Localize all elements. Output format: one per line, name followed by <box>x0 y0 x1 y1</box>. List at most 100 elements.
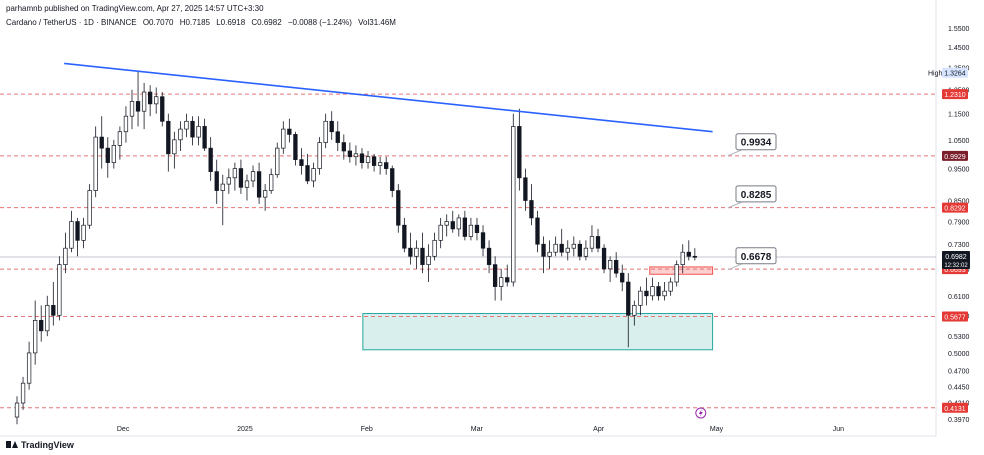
candle-body <box>456 217 461 230</box>
candle-body <box>529 200 534 219</box>
candle-body <box>547 251 552 257</box>
candle-body <box>275 147 280 176</box>
candle-body <box>81 224 86 241</box>
candle-body <box>559 243 564 253</box>
y-tick-label: 0.3970 <box>948 417 970 424</box>
callout-pointer <box>727 201 743 209</box>
level-tag-label: 0.4131 <box>944 406 966 413</box>
callout-label: 0.6678 <box>741 252 772 263</box>
level-tag-label: 0.5677 <box>944 314 966 321</box>
candle-body <box>256 171 262 198</box>
candle-body <box>686 251 691 257</box>
candle-body <box>63 247 68 265</box>
candle-body <box>14 402 20 418</box>
descending-trendline <box>64 62 713 133</box>
candle-body <box>371 156 377 166</box>
candle-body <box>214 171 219 191</box>
time-axis: Dec 2025 Feb Mar Apr May Jun <box>117 407 844 433</box>
candle-body <box>626 281 631 316</box>
callout-pointer <box>727 149 743 157</box>
candle-body <box>492 264 498 287</box>
candle-body <box>571 243 576 249</box>
candle-body <box>57 264 62 316</box>
candle-body <box>51 305 56 316</box>
candle-body <box>196 126 201 138</box>
candle-body <box>480 232 486 249</box>
x-tick-label: Feb <box>361 426 373 433</box>
callout-box <box>735 185 777 203</box>
candle-body <box>269 174 274 191</box>
candle-body <box>299 159 304 166</box>
high-marker-tag <box>942 67 968 78</box>
levels-layer <box>0 93 936 409</box>
candle-body <box>359 153 365 163</box>
candle-body <box>341 142 346 152</box>
candle-body <box>238 168 244 188</box>
tradingview-brand[interactable]: TradingView <box>6 440 74 450</box>
high-marker-value: 1.3264 <box>944 71 966 78</box>
volume-value: Vol31.46M <box>358 18 396 27</box>
candle-body <box>99 136 104 149</box>
candle-body <box>632 305 637 316</box>
gridlines <box>0 0 937 437</box>
candle-body <box>674 264 679 283</box>
high-marker-label: High <box>928 71 943 78</box>
candle-body <box>541 243 546 257</box>
candle-body <box>226 177 231 185</box>
candle-body <box>87 190 92 226</box>
candle-body <box>317 142 322 169</box>
resistance-zone <box>649 266 714 275</box>
candle-body <box>396 190 401 226</box>
candle-body <box>293 134 298 160</box>
candle-body <box>565 247 570 253</box>
candle-body <box>553 243 558 253</box>
candle-body <box>620 272 625 283</box>
candle-body <box>250 171 256 182</box>
candle-body <box>347 150 353 158</box>
y-tick-label: 0.7900 <box>948 220 970 227</box>
callout-label: 0.8285 <box>741 190 772 201</box>
x-tick-label: 2025 <box>237 426 253 433</box>
candle-body <box>589 236 595 249</box>
candle-body <box>644 290 649 297</box>
x-tick-label: Apr <box>593 426 605 433</box>
y-tick-label: 0.7300 <box>948 242 970 249</box>
candle-body <box>462 217 468 237</box>
candle-body <box>20 382 26 404</box>
level-tag <box>942 311 968 322</box>
candle-body <box>650 286 655 297</box>
ohlc-low: L0.6918 <box>216 18 246 27</box>
last-price-value: 0.6982 <box>945 254 967 261</box>
candle-body <box>468 224 474 237</box>
candle-body <box>583 247 589 257</box>
y-tick-label: 0.9500 <box>948 167 970 174</box>
x-tick-label: Jun <box>833 426 844 433</box>
candle-body <box>607 260 613 270</box>
x-tick-label: May <box>710 426 724 433</box>
level-tag <box>942 202 968 213</box>
candle-body <box>135 101 141 112</box>
y-tick-label: 0.8500 <box>948 199 970 206</box>
candle-body <box>202 126 207 149</box>
candle-body <box>390 168 395 191</box>
candle-body <box>26 352 32 384</box>
candle-body <box>438 224 443 241</box>
candle-body <box>93 136 98 191</box>
candle-body <box>154 96 159 105</box>
y-tick-label: 0.6100 <box>948 294 970 301</box>
last-price-countdown: 12:32:02 <box>944 263 968 269</box>
level-tag-label: 1.2310 <box>944 92 966 99</box>
y-tick-label: 1.1500 <box>948 112 970 119</box>
level-tag <box>942 89 968 100</box>
level-tag <box>942 402 968 413</box>
candle-body <box>69 221 74 249</box>
candle-body <box>420 247 425 265</box>
lightning-glyph <box>698 409 703 417</box>
candle-body <box>335 131 340 143</box>
publish-info: parhamnb published on TradingView.com, A… <box>6 4 264 13</box>
ohlc-change: −0.0088 (−1.24%) <box>287 18 352 27</box>
candle-body <box>474 224 480 234</box>
ohlc-close: C0.6982 <box>251 18 282 27</box>
candle-body <box>450 221 455 230</box>
